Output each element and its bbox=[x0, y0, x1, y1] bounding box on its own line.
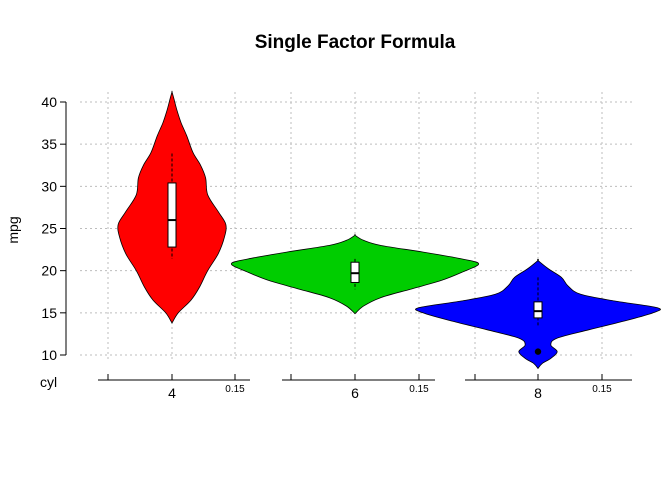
y-axis-label: mpg bbox=[5, 216, 21, 243]
y-tick-label: 25 bbox=[41, 221, 57, 237]
chart-title: Single Factor Formula bbox=[255, 32, 456, 53]
density-tick-label: 0.15 bbox=[409, 384, 429, 395]
box-8 bbox=[533, 301, 543, 319]
y-tick-label: 15 bbox=[41, 305, 57, 321]
y-tick-label: 35 bbox=[41, 136, 57, 152]
box-4 bbox=[167, 182, 177, 248]
category-label-4: 4 bbox=[168, 385, 176, 401]
y-tick-label: 40 bbox=[41, 94, 57, 110]
y-tick-label: 30 bbox=[41, 178, 57, 194]
y-axis: 10 15 20 25 30 35 40 bbox=[41, 94, 67, 363]
violins bbox=[117, 90, 661, 370]
density-tick-label: 0.15 bbox=[225, 384, 245, 395]
x-axis: 4 0.15 6 0.15 8 0.15 bbox=[98, 374, 632, 401]
y-tick-label: 10 bbox=[41, 347, 57, 363]
outlier-8 bbox=[534, 348, 542, 355]
y-tick-label: 20 bbox=[41, 263, 57, 279]
category-label-8: 8 bbox=[534, 385, 542, 401]
x-axis-label: cyl bbox=[40, 374, 57, 390]
density-tick-label: 0.15 bbox=[592, 384, 612, 395]
category-label-6: 6 bbox=[351, 385, 359, 401]
